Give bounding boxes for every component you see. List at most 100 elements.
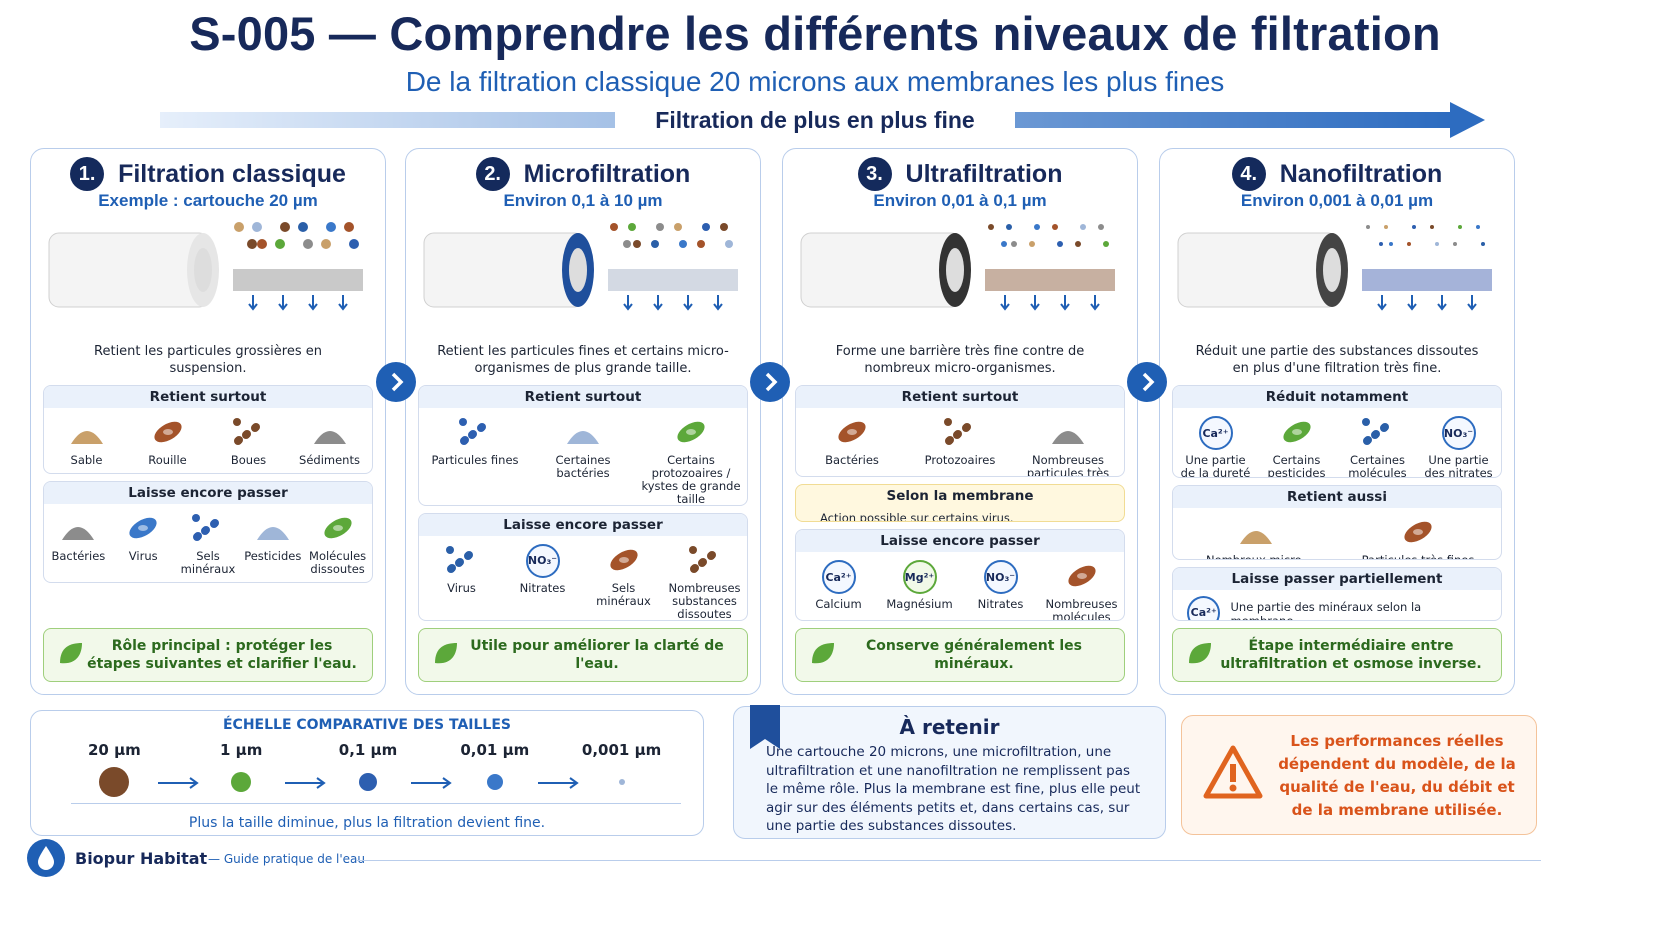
scale-shape: [99, 767, 130, 797]
icon-shape: [464, 550, 473, 559]
icon-shape: [1430, 225, 1434, 229]
leaf: [808, 639, 836, 671]
stage-note: Utile pour améliorer la clarté de l'eau.: [418, 628, 748, 682]
chevron: [1127, 362, 1167, 402]
stage-title: Filtration classique: [118, 159, 346, 188]
icon-shape: [157, 777, 199, 789]
item-label: Bactéries: [825, 453, 879, 467]
chem-icon: NO₃⁻: [1441, 416, 1476, 450]
scale-icon: [221, 765, 261, 799]
icon-shape: [686, 429, 696, 435]
icon-shape: [690, 563, 699, 572]
icon-shape: [1407, 242, 1411, 246]
icon-shape: [1060, 295, 1070, 311]
icon-shape: [1030, 295, 1040, 311]
icon-shape: [48, 232, 210, 308]
icon-shape: [1453, 242, 1457, 246]
stage-section: Laisse encore passer Virus NO₃⁻ Nitrates Sel…: [418, 512, 748, 621]
icon-shape: [985, 269, 1115, 291]
section-item: Boues: [208, 414, 289, 467]
icon-shape: [242, 430, 251, 438]
scale-shape: [359, 773, 377, 791]
icon-shape: [210, 519, 219, 527]
scale-shape: [618, 779, 625, 785]
icon-shape: [946, 248, 964, 292]
chem-icon: Ca²⁺: [821, 560, 856, 595]
scale-arrow: [156, 775, 200, 789]
item-icon: [256, 527, 289, 540]
icon-shape: [70, 431, 103, 444]
stage-image: [418, 213, 748, 341]
section-item: NO₃⁻ Nitrates: [960, 558, 1041, 620]
section-item: NO₃⁻ Nitrates: [502, 542, 583, 620]
arrow-shape: [411, 777, 453, 789]
stage-illustration: [48, 222, 363, 311]
item-icon: [1361, 418, 1389, 445]
scale-size: 1 µm: [220, 741, 263, 759]
icon-shape: [1098, 224, 1104, 230]
stage-card: 1. Filtration classique Exemple : cartouch…: [30, 148, 386, 695]
stage-description: Retient les particules fines et certains…: [437, 344, 729, 376]
section-item: Sels minéraux: [176, 510, 241, 576]
icon-shape: [234, 436, 243, 444]
icon-shape: [326, 222, 336, 232]
chevron: [750, 362, 790, 402]
icon-shape: [1435, 242, 1439, 246]
footer-tagline: — Guide pratique de l'eau: [208, 852, 366, 866]
section-item: Pesticides: [240, 510, 305, 576]
icon-wrap: [123, 510, 163, 550]
stage-title: Ultrafiltration: [905, 159, 1063, 188]
icon-shape: [469, 430, 477, 438]
icon-wrap: [455, 414, 495, 454]
icon-shape: [1407, 295, 1417, 311]
icon-shape: [1437, 295, 1447, 311]
stage-note: Conserve généralement les minéraux.: [795, 628, 1125, 682]
icon-shape: [321, 239, 331, 249]
chevron: [376, 362, 416, 402]
icon-shape: [567, 431, 599, 444]
icon-shape: [1189, 643, 1211, 664]
item-label: Magnésium: [886, 597, 953, 612]
section-item: Protozoaires: [906, 414, 1014, 476]
icon-shape: [234, 222, 244, 232]
icon-wrap: [1398, 514, 1438, 554]
item-icon: [323, 517, 352, 539]
icon-wrap: [940, 414, 980, 454]
icon-shape: [944, 418, 952, 426]
item-label: Certains protozoaires / kystes de grande…: [641, 453, 741, 506]
stage-section: Laisse encore passer Ca²⁺ Calcium Mg²⁺ Magné…: [795, 529, 1125, 621]
stage-range: Exemple : cartouche 20 µm: [98, 191, 318, 210]
section-item: Virus: [111, 510, 176, 576]
icon-shape: [303, 239, 313, 249]
stage-head: 2. Microfiltration: [418, 157, 748, 191]
icon-wrap: [318, 510, 358, 550]
icon-shape: [633, 240, 641, 248]
section-title: Retient surtout: [44, 386, 372, 408]
icon-shape: [308, 295, 318, 311]
item-icon: [688, 545, 716, 573]
item-label: Une partie des nitrates selon la membran…: [1424, 453, 1493, 479]
section-item: Nombreuses substances dissoutes: [664, 542, 745, 620]
icon-shape: [193, 532, 202, 540]
icon-wrap: [604, 542, 644, 582]
item-label: Particules fines: [431, 453, 519, 467]
icon-shape: [697, 240, 705, 248]
icon-shape: [702, 223, 710, 231]
icon-shape: [1052, 431, 1084, 444]
section-item: NO₃⁻ Une partie des nitrates selon la mem…: [1418, 414, 1499, 479]
section-item: Rouille: [127, 414, 208, 467]
icon-shape: [1476, 225, 1480, 229]
section-item: Certains pesticides: [1256, 414, 1337, 477]
icon-shape: [812, 643, 834, 664]
icon-shape: [713, 295, 723, 311]
icon-shape: [332, 525, 343, 531]
icon-shape: [1362, 269, 1492, 291]
item-label: Protozoaires: [924, 453, 996, 467]
icon-shape: [679, 240, 687, 248]
warning-bar: [1230, 764, 1236, 782]
item-icon: [1404, 522, 1432, 543]
icon-shape: [538, 777, 579, 789]
scale-icon: [602, 765, 642, 799]
stage-range: Environ 0,001 à 0,01 µm: [1240, 191, 1434, 210]
section-item: Sédiments: [289, 414, 370, 467]
